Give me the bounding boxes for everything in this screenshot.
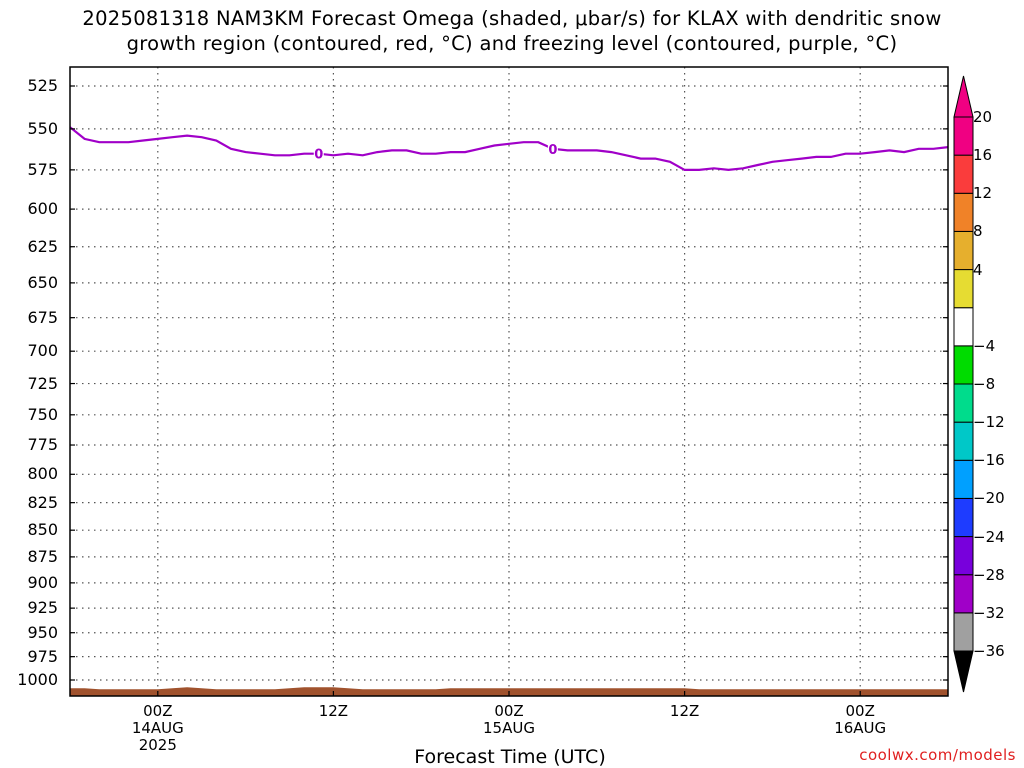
x-tick-label-48-line1: 00Z bbox=[845, 702, 875, 720]
y-tick-label-575: 575 bbox=[27, 159, 58, 179]
colorbar-label-3: 8 bbox=[973, 222, 983, 241]
x-tick-label-0-line2: 14AUG bbox=[131, 719, 184, 737]
credit-text[interactable]: coolwx.com/models bbox=[859, 746, 1016, 764]
y-tick-label-875: 875 bbox=[27, 546, 58, 566]
colorbar-label-12: −32 bbox=[973, 603, 1005, 622]
colorbar-block-3 bbox=[953, 497, 974, 538]
contour-label-bg-0 bbox=[313, 146, 324, 161]
contour-label-1: 0 bbox=[548, 143, 557, 158]
colorbar-label-2: 12 bbox=[973, 184, 993, 203]
y-tick-label-775: 775 bbox=[27, 435, 58, 455]
colorbar-block-7 bbox=[953, 345, 974, 385]
colorbar-block-8 bbox=[953, 307, 974, 347]
y-tick-label-850: 850 bbox=[27, 520, 58, 540]
chart-title-line-1: 2025081318 NAM3KM Forecast Omega (shaded… bbox=[82, 7, 942, 30]
y-tick-label-950: 950 bbox=[27, 622, 58, 642]
colorbar-block-11 bbox=[953, 192, 974, 232]
colorbar-block-4 bbox=[953, 459, 974, 499]
colorbar-label-4: 4 bbox=[973, 260, 983, 279]
y-tick-label-600: 600 bbox=[27, 199, 58, 219]
colorbar-label-0: 20 bbox=[973, 108, 993, 126]
colorbar-block-5 bbox=[953, 421, 974, 461]
y-tick-label-825: 825 bbox=[27, 492, 58, 512]
x-tick-label-24-line2: 15AUG bbox=[483, 719, 535, 737]
colorbar-block-13 bbox=[953, 116, 974, 156]
y-tick-label-675: 675 bbox=[27, 307, 58, 327]
colorbar-block-9 bbox=[953, 269, 974, 309]
x-tick-label-24-line1: 00Z bbox=[494, 702, 524, 720]
colorbar-label-10: −24 bbox=[973, 527, 1005, 546]
x-tick-label-0-line1: 00Z bbox=[143, 702, 173, 720]
y-tick-label-900: 900 bbox=[27, 572, 58, 592]
y-tick-label-925: 925 bbox=[27, 598, 58, 618]
y-tick-label-550: 550 bbox=[27, 118, 58, 138]
y-tick-label-800: 800 bbox=[27, 464, 58, 484]
chart-title-line-2: growth region (contoured, red, °C) and f… bbox=[126, 32, 898, 55]
y-tick-label-975: 975 bbox=[27, 646, 58, 666]
contour-label-0: 0 bbox=[314, 148, 323, 163]
colorbar-label-11: −28 bbox=[973, 565, 1005, 584]
x-tick-label-48-line2: 16AUG bbox=[834, 719, 887, 737]
colorbar-block-6 bbox=[953, 383, 974, 423]
freezing-level-line bbox=[69, 126, 949, 172]
colorbar-block-0 bbox=[953, 612, 974, 652]
x-tick-label-36-line1: 12Z bbox=[669, 702, 700, 720]
colorbar-label-1: 16 bbox=[973, 146, 993, 165]
y-tick-label-725: 725 bbox=[27, 373, 58, 393]
colorbar-lower-extension bbox=[953, 650, 974, 693]
x-tick-label-0-line3: 2025 bbox=[138, 736, 177, 754]
colorbar-label-13: −36 bbox=[973, 642, 1005, 660]
y-tick-label-625: 625 bbox=[27, 236, 58, 256]
y-tick-label-525: 525 bbox=[27, 76, 58, 95]
colorbar-block-2 bbox=[953, 536, 974, 576]
colorbar-label-6: −8 bbox=[973, 375, 996, 393]
colorbar-label-5: −4 bbox=[973, 336, 996, 355]
colorbar-block-1 bbox=[953, 574, 974, 614]
colorbar-label-8: −16 bbox=[973, 451, 1005, 470]
x-axis-title: Forecast Time (UTC) bbox=[414, 746, 606, 768]
y-tick-label-750: 750 bbox=[27, 404, 58, 424]
contour-label-bg-1 bbox=[547, 141, 558, 156]
y-tick-label-1000: 1000 bbox=[17, 670, 58, 689]
colorbar-block-12 bbox=[953, 154, 974, 194]
colorbar-block-10 bbox=[953, 230, 974, 271]
x-tick-label-12-line1: 12Z bbox=[318, 702, 349, 720]
colorbar-label-9: −20 bbox=[973, 489, 1005, 508]
y-tick-label-650: 650 bbox=[27, 272, 58, 292]
colorbar-upper-extension bbox=[953, 75, 974, 118]
colorbar-label-7: −12 bbox=[973, 413, 1005, 432]
y-tick-label-700: 700 bbox=[27, 341, 58, 361]
